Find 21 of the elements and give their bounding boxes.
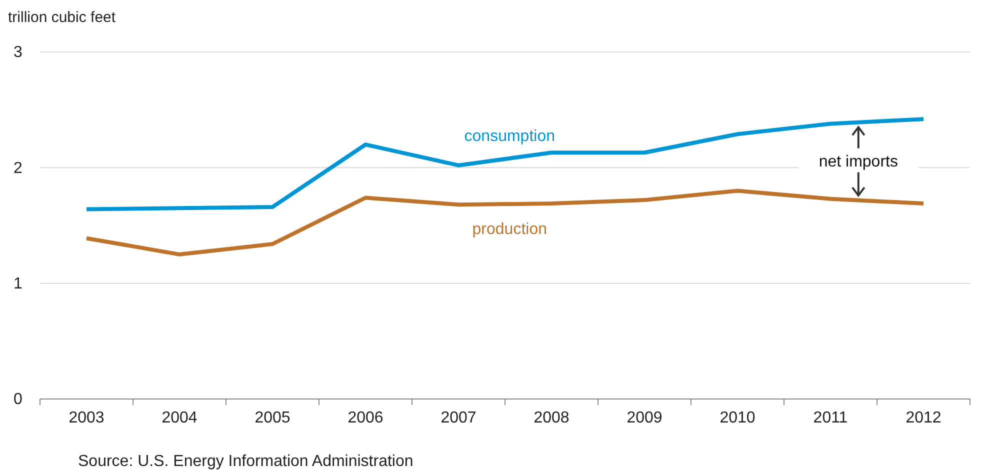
x-tick-label: 2010 <box>720 409 756 426</box>
series-label: production <box>472 221 548 238</box>
line-series <box>84 117 926 212</box>
x-tick-label: 2012 <box>906 409 942 426</box>
x-tick-label: 2011 <box>813 409 848 426</box>
annotation: net imports <box>818 153 898 170</box>
series-label: consumption <box>464 128 556 145</box>
x-tick-label: 2003 <box>68 409 104 426</box>
y-tick-label: 1 <box>14 275 23 292</box>
source-note: Source: U.S. Energy Information Administration <box>78 453 414 470</box>
x-tick-label: 2007 <box>440 409 476 426</box>
x-tick-label: 2006 <box>348 409 384 426</box>
y-axis-title: trillion cubic feet <box>8 9 116 26</box>
x-tick-label: 2008 <box>534 409 570 426</box>
x-tick-label: 2004 <box>162 409 198 426</box>
y-tick-label: 3 <box>14 44 23 62</box>
y-tick-label: 2 <box>14 160 23 177</box>
x-tick-label: 2005 <box>254 409 290 426</box>
line-series <box>84 188 926 256</box>
y-tick-label: 0 <box>14 391 23 408</box>
x-tick-label: 2009 <box>626 409 662 426</box>
